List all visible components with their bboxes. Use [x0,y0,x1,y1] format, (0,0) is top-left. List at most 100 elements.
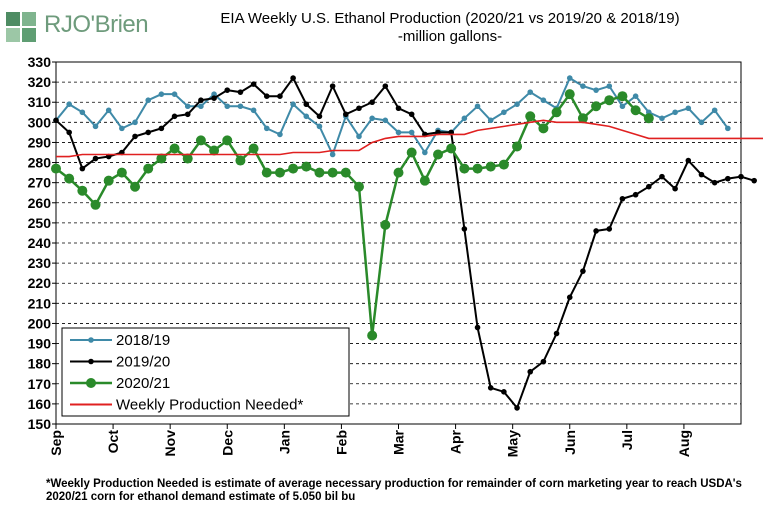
data-point [248,143,259,154]
x-tick-label: Dec [219,430,235,456]
data-point [698,119,705,126]
data-point [514,101,520,108]
y-tick-label: 190 [28,336,52,352]
data-point [672,185,678,192]
legend-marker [88,337,94,343]
data-point [498,159,509,170]
data-point [261,167,272,178]
data-point [751,177,757,184]
y-tick-label: 330 [28,54,52,70]
data-point [711,179,718,186]
data-point [119,125,125,132]
data-point [538,123,549,134]
y-tick-label: 260 [28,195,52,211]
chart-subtitle: -million gallons- [397,28,503,45]
y-tick-label: 150 [28,416,52,432]
y-tick-label: 200 [28,315,52,331]
x-tick-label: Nov [162,430,178,457]
y-tick-label: 220 [28,275,52,291]
data-point [290,75,296,81]
data-point [367,330,378,341]
data-point [356,133,362,140]
data-point [329,83,336,89]
data-point [250,81,257,87]
data-point [329,151,336,158]
y-tick-label: 240 [28,235,52,251]
data-point [419,175,430,186]
series-line-2018/19 [55,76,729,158]
data-point [487,385,494,391]
data-point [158,125,165,132]
data-point [277,131,283,138]
data-point [459,163,470,174]
data-point [237,89,244,95]
data-point [474,103,481,110]
data-point [263,93,270,99]
data-point [79,165,86,172]
data-point [566,294,573,301]
chart-title-block: EIA Weekly U.S. Ethanol Production (2020… [170,10,730,46]
chart: 150 160 170 180 190 200 210 220 230 240 250 260 270 2… [28,54,763,457]
data-point [66,129,72,136]
y-tick-label: 270 [28,175,52,191]
y-tick-label: 250 [28,215,52,231]
series-line-2020/21 [55,91,650,336]
data-point [474,324,481,331]
data-point [369,99,375,106]
data-point [132,119,138,126]
data-point [527,89,534,95]
data-point [343,111,349,118]
data-point [66,101,72,108]
data-point [303,113,310,120]
y-tick-label: 210 [28,295,52,311]
data-point [92,123,99,130]
data-point [406,147,417,158]
data-point [472,163,483,174]
legend-marker [88,358,94,365]
data-point [591,101,602,112]
data-point [393,167,404,178]
data-point [169,143,180,154]
data-point [577,113,588,124]
data-point [274,167,285,178]
data-point [606,83,613,89]
data-point [380,219,391,230]
data-point [551,107,562,118]
data-point [738,173,744,180]
data-point [604,95,615,106]
data-point [725,175,731,182]
data-point [209,145,220,156]
data-point [685,157,692,164]
x-tick-label: Jun [562,430,578,455]
data-point [617,91,628,102]
data-point [211,95,217,101]
data-point [672,109,678,116]
data-point [290,101,296,108]
data-point [77,185,88,196]
data-point [92,155,99,162]
data-point [224,87,231,93]
data-point [314,167,325,178]
data-point [580,268,586,274]
data-point [353,181,364,192]
data-point [79,109,86,116]
data-point [698,171,705,178]
y-tick-label: 160 [28,396,52,412]
data-point [195,135,206,146]
data-point [288,163,299,174]
data-point [277,93,283,99]
data-point [408,129,415,136]
data-point [143,163,154,174]
data-point [132,133,138,140]
y-tick-label: 290 [28,134,52,150]
y-tick-label: 280 [28,155,52,171]
y-tick-label: 300 [28,114,52,130]
data-point [711,107,718,114]
data-point [316,123,323,130]
data-point [235,155,246,166]
data-point [433,149,444,160]
footnote: *Weekly Production Needed is estimate of… [46,478,742,503]
data-point [514,405,520,411]
data-point [685,105,692,112]
data-point [64,173,75,184]
